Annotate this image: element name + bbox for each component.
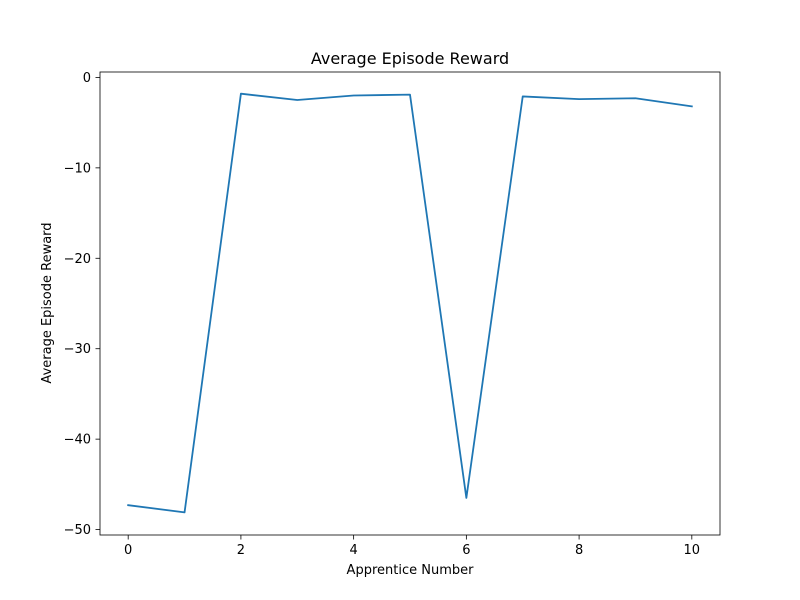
y-tick-label: −20 (64, 252, 91, 267)
y-tick-label: −30 (64, 342, 91, 357)
x-axis-ticks: 0 2 4 6 8 10 (124, 535, 700, 558)
x-tick-label: 2 (237, 543, 245, 558)
x-tick-label: 4 (349, 543, 357, 558)
x-tick-label: 6 (462, 543, 470, 558)
y-tick-label: −10 (64, 161, 91, 176)
series-layer (127, 92, 693, 514)
y-tick-label: 0 (83, 71, 91, 86)
y-tick-label: −40 (64, 433, 91, 448)
series-line-0 (127, 92, 693, 514)
y-axis-ticks: 0 −10 −20 −30 −40 −50 (64, 71, 100, 538)
plot-area (100, 72, 720, 535)
chart-title: Average Episode Reward (311, 49, 509, 68)
x-tick-label: 0 (124, 543, 132, 558)
y-tick-label: −50 (64, 523, 91, 538)
x-tick-label: 8 (575, 543, 583, 558)
x-axis-label: Apprentice Number (347, 563, 475, 578)
axes-frame (99, 71, 721, 536)
y-axis-label: Average Episode Reward (40, 222, 55, 383)
x-tick-label: 10 (684, 543, 701, 558)
